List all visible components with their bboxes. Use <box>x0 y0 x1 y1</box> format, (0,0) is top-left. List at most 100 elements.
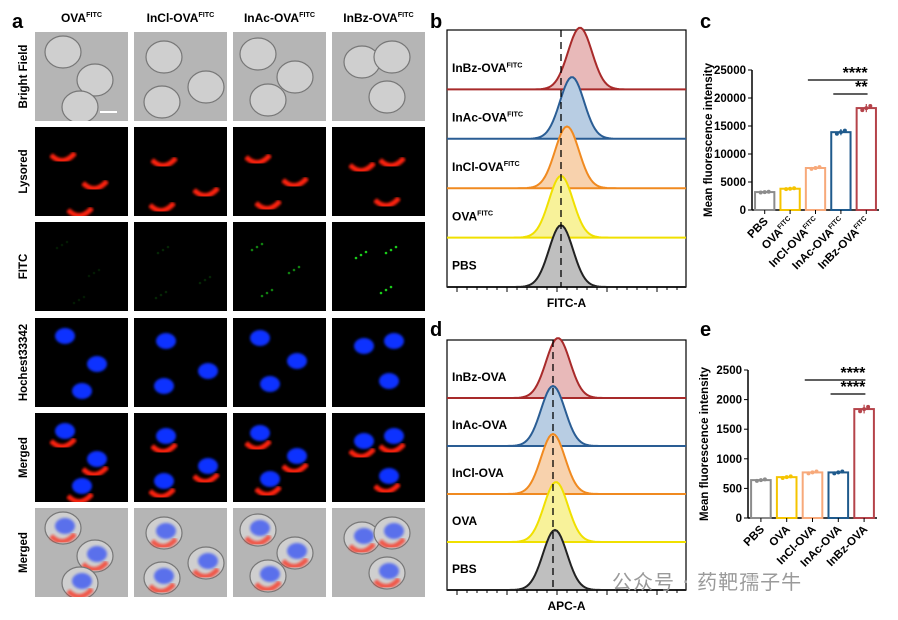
lysosome-signal <box>150 537 178 549</box>
cell <box>368 80 406 114</box>
column-header: InCl-OVAFITC <box>147 10 215 25</box>
nucleus <box>287 448 307 464</box>
cells <box>44 511 114 597</box>
nucleus <box>250 425 270 441</box>
histogram-label-text: PBS <box>452 259 477 273</box>
nucleus <box>384 428 404 444</box>
y-tick-label-text: 0 <box>740 205 746 217</box>
cells <box>343 516 411 590</box>
y-axis-label-text: Mean fluorescence intensity <box>703 62 715 217</box>
data-point <box>842 128 847 133</box>
histogram-curve <box>447 125 686 190</box>
nucleus <box>250 330 270 346</box>
fitc-signal <box>384 288 388 292</box>
nucleus <box>72 383 92 399</box>
y-tick-label-text: 1500 <box>716 424 742 436</box>
lysosome-signal <box>66 587 94 597</box>
lysosome-signal <box>49 437 77 449</box>
lysosome-signal <box>281 557 309 569</box>
micrograph <box>35 32 128 121</box>
lysosome-signal <box>244 153 272 165</box>
cells <box>154 245 212 300</box>
nucleus <box>250 520 270 536</box>
histogram-label-sup: FITC <box>477 209 493 218</box>
lysosome-signal <box>150 156 178 168</box>
micrograph-background <box>134 318 227 407</box>
nucleus <box>260 566 280 582</box>
micrograph <box>233 508 326 597</box>
histogram-label: OVAFITC <box>452 209 493 224</box>
data-point <box>814 469 819 474</box>
cells <box>239 37 314 117</box>
lysosome-signal <box>378 537 406 549</box>
fitc-signal <box>82 295 86 299</box>
data-point <box>866 404 871 409</box>
fitc-signal <box>255 245 259 249</box>
cells <box>239 513 314 593</box>
fitc-signal <box>287 271 291 275</box>
y-tick-label: 0 <box>736 513 742 525</box>
nucleus <box>379 468 399 484</box>
fitc-signal <box>203 278 207 282</box>
fitc-signal <box>270 288 274 292</box>
micrograph <box>35 508 128 597</box>
cell <box>276 60 314 94</box>
nucleus <box>154 378 174 394</box>
cell <box>145 40 183 74</box>
y-tick-label-text: 20000 <box>714 93 746 105</box>
row-label: Bright Field <box>18 45 30 109</box>
micrograph <box>233 413 326 502</box>
significance-label-text: **** <box>840 379 866 396</box>
fitc-signal <box>65 240 69 244</box>
y-tick-label-text: 500 <box>723 483 742 495</box>
significance-label: ** <box>855 79 868 96</box>
cells <box>44 35 114 121</box>
fitc-signal <box>77 298 81 302</box>
significance-label: **** <box>840 379 866 396</box>
x-tick-label-sup: FITC <box>853 215 869 231</box>
micrograph <box>332 222 425 311</box>
row-label: Merged <box>18 532 30 573</box>
fitc-signal <box>389 285 393 289</box>
nucleus <box>287 543 307 559</box>
data-point <box>762 477 767 482</box>
column-header: InAc-OVAFITC <box>244 10 315 25</box>
histogram-label-text: OVA <box>452 209 477 223</box>
fitc-signal <box>292 268 296 272</box>
y-tick-label-text: 10000 <box>714 149 746 161</box>
histogram-label: InCl-OVAFITC <box>452 159 520 174</box>
lysosome-signal <box>192 472 220 484</box>
cell <box>187 70 225 104</box>
data-point <box>754 478 759 483</box>
cells <box>55 240 101 305</box>
lysosome-signal <box>49 532 77 544</box>
fitc-signal <box>87 274 91 278</box>
histogram-label-text: OVA <box>452 514 477 528</box>
micrograph <box>332 318 425 407</box>
micrograph <box>233 222 326 311</box>
cells <box>244 153 309 211</box>
lysosome-signal <box>348 542 376 554</box>
cell <box>373 40 411 74</box>
bar <box>804 167 827 211</box>
fitc-signal <box>97 268 101 272</box>
x-tick-label-sup: FITC <box>776 215 792 231</box>
micrograph-background <box>332 222 425 311</box>
data-point <box>806 471 811 476</box>
lysosome-signal <box>348 161 376 173</box>
lysosome-signal <box>150 442 178 454</box>
y-tick-label-text: 1000 <box>716 454 742 466</box>
nucleus <box>154 568 174 584</box>
nucleus <box>156 523 176 539</box>
lysosome-signal <box>148 201 176 213</box>
nucleus <box>198 458 218 474</box>
histogram-curve <box>447 337 686 399</box>
nucleus <box>379 373 399 389</box>
histogram-xlabel: FITC-A <box>547 296 587 310</box>
x-tick-label-sup: FITC <box>802 215 818 231</box>
cells <box>354 245 398 295</box>
histogram-label: OVA <box>452 514 477 528</box>
histogram-label: InBz-OVA <box>452 370 507 384</box>
panel-label-d: d <box>430 319 442 341</box>
cell <box>249 83 287 117</box>
